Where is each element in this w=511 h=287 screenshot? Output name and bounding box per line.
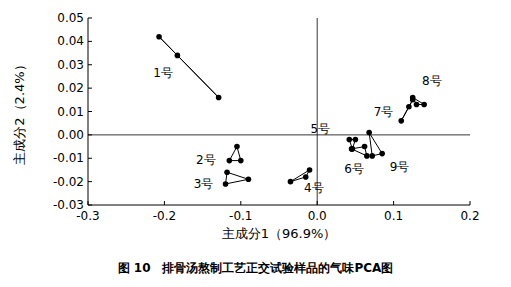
point (379, 151, 385, 157)
group-outline (290, 170, 309, 182)
title: 图 10 排骨汤熬制工艺正交试验样品的气味PCA图 (118, 261, 394, 275)
y-tick-label: -0.03 (53, 198, 84, 212)
y-tick-label: -0.02 (53, 175, 84, 189)
x-tick (164, 201, 165, 205)
point (350, 146, 356, 152)
x-tick (470, 201, 471, 205)
point (346, 137, 352, 143)
point (307, 167, 313, 173)
point (224, 169, 230, 175)
group-label: 5号 (311, 122, 331, 136)
chart: -0.3-0.2-0.10.00.10.2-0.03-0.02-0.010.00… (0, 0, 511, 287)
point (364, 153, 370, 159)
y-tick-label: 0.04 (57, 34, 84, 48)
point (234, 144, 240, 150)
zero-line-y (88, 134, 470, 135)
point (362, 144, 368, 150)
group-label: 1号 (153, 66, 173, 80)
point (398, 118, 404, 124)
y-tick (88, 64, 92, 65)
group-outline (401, 100, 412, 121)
point (414, 102, 420, 108)
y-tick-label: 0.01 (57, 105, 84, 119)
y-tick-label: 0.05 (57, 11, 84, 25)
group-label: 9号 (390, 160, 410, 174)
point (216, 95, 222, 101)
y-tick (88, 205, 92, 206)
x-tick-label: -0.2 (153, 209, 176, 223)
y-tick (88, 41, 92, 42)
y-tick-label: -0.01 (53, 151, 84, 165)
plot-area (156, 34, 427, 187)
point (227, 158, 233, 164)
x-tick (393, 201, 394, 205)
point (353, 137, 359, 143)
point (410, 95, 416, 101)
x-tick-label: 0.2 (460, 209, 479, 223)
point (303, 174, 309, 180)
zero-line-x (317, 18, 318, 205)
point (246, 176, 252, 182)
group-label: 7号 (374, 105, 394, 119)
group-label: 4号 (304, 181, 324, 195)
y-tick-label: 0.03 (57, 58, 84, 72)
x-tick-label: 0.0 (308, 209, 327, 223)
point (369, 153, 375, 159)
y-tick-label: 0.00 (57, 128, 84, 142)
group-label: 8号 (422, 74, 442, 88)
x-tick (88, 201, 89, 205)
y-tick (88, 111, 92, 112)
point (175, 53, 181, 59)
point (349, 146, 355, 152)
point (366, 130, 372, 136)
point (406, 104, 412, 110)
x-axis (88, 205, 470, 206)
x-tick-label: 0.1 (384, 209, 403, 223)
x-tick (240, 201, 241, 205)
point (421, 102, 427, 108)
group-label: 3号 (194, 177, 214, 191)
point (238, 158, 244, 164)
y-axis-title: 主成分2（2.4%） (12, 58, 27, 164)
point (156, 34, 162, 40)
y-tick (88, 181, 92, 182)
point (223, 181, 229, 187)
x-axis-title: 主成分1（96.9%） (222, 226, 337, 241)
y-tick (88, 18, 92, 19)
group-label: 2号 (196, 153, 216, 167)
x-tick-label: -0.1 (229, 209, 252, 223)
y-tick (88, 88, 92, 89)
point (288, 179, 294, 185)
y-tick-label: 0.02 (57, 81, 84, 95)
group-label: 6号 (344, 162, 364, 176)
y-tick (88, 158, 92, 159)
